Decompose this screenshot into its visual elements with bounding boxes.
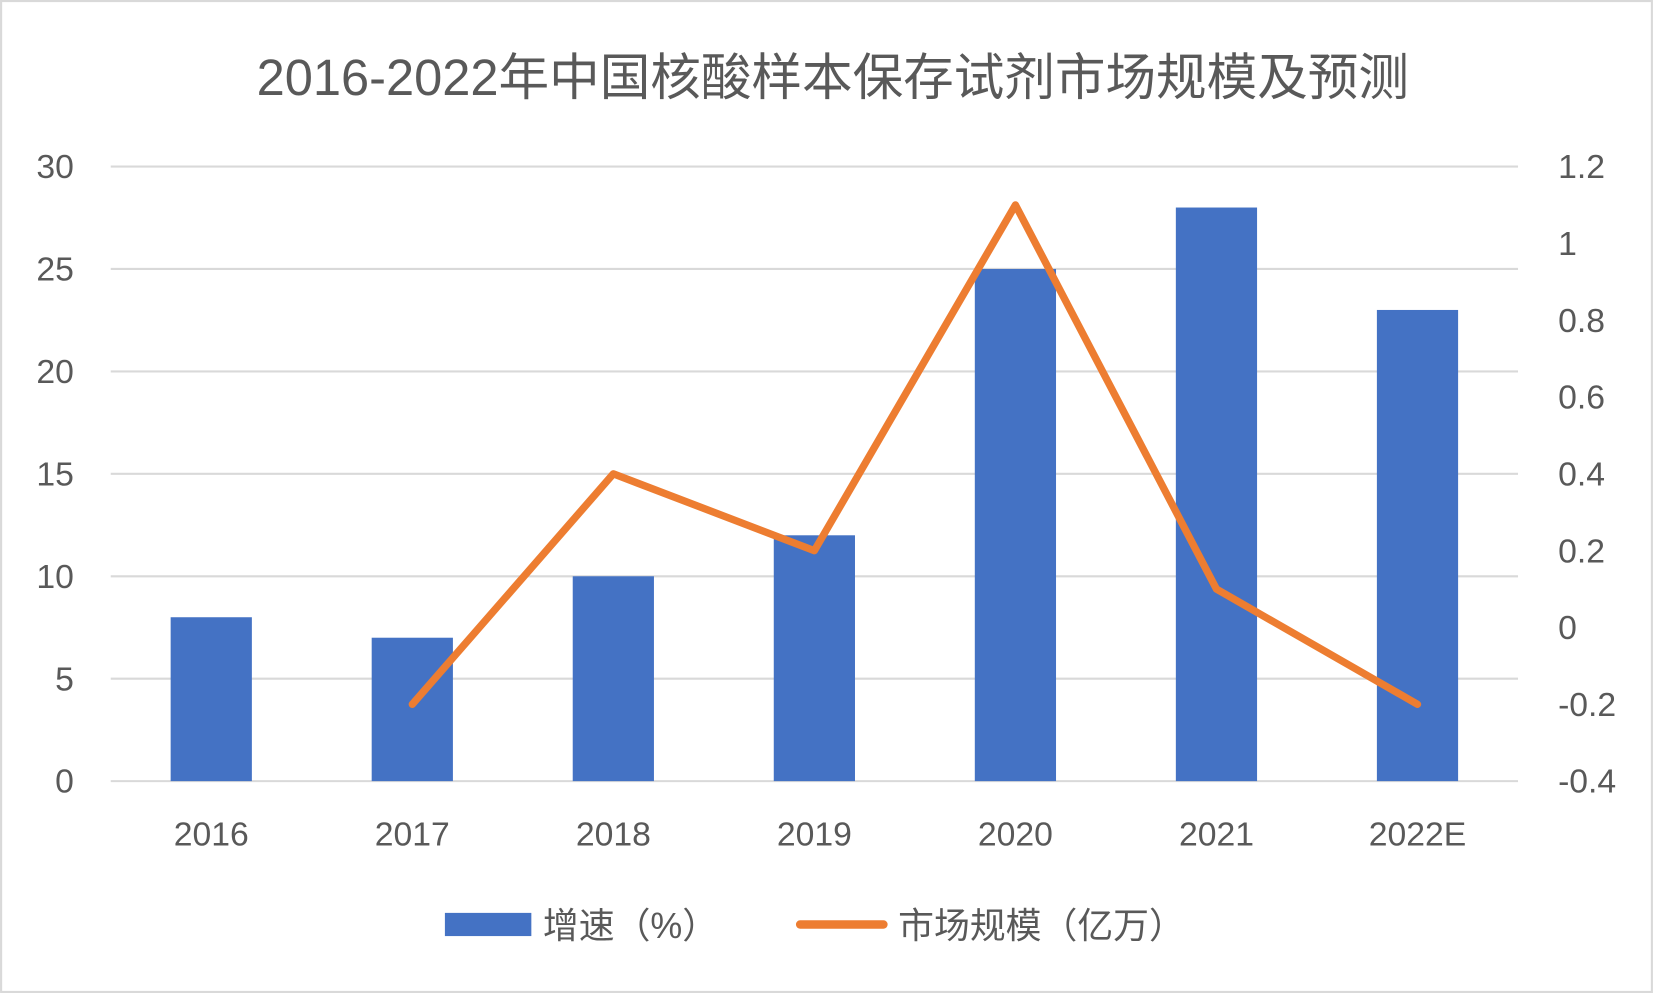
right-axis-tick-label: 0	[1558, 609, 1577, 647]
x-axis-tick-label: 2022E	[1369, 815, 1467, 853]
left-axis-tick-label: 0	[55, 763, 74, 801]
right-axis-tick-label: -0.2	[1558, 686, 1616, 724]
bar	[170, 617, 252, 782]
bar-series	[170, 207, 1459, 782]
right-axis-tick-label: 1.2	[1558, 148, 1605, 186]
legend-label-line: 市场规模（亿万）	[898, 906, 1185, 946]
bar	[1175, 207, 1258, 782]
right-axis-tick-label: 0.4	[1558, 455, 1605, 493]
right-axis-tick-label: 1	[1558, 225, 1577, 263]
right-axis-tick-label: -0.4	[1558, 763, 1616, 801]
x-axis-tick-label: 2020	[978, 815, 1053, 853]
right-axis-tick-label: 0.6	[1558, 379, 1605, 417]
left-axis-tick-label: 30	[36, 148, 74, 186]
x-axis-tick-label: 2018	[576, 815, 651, 853]
left-axis-tick-label: 20	[36, 353, 74, 391]
legend-swatch-bar	[444, 912, 532, 937]
x-axis-tick-label: 2021	[1179, 815, 1254, 853]
left-axis-tick-label: 5	[55, 660, 74, 698]
bar	[572, 576, 654, 782]
line-series-group	[408, 201, 1422, 708]
bar	[1376, 309, 1459, 782]
x-axis-labels: 2016 2017 2018 2019 2020 2021 2022E	[174, 815, 1467, 853]
x-axis-tick-label: 2019	[777, 815, 852, 853]
legend: 增速（%） 市场规模（亿万）	[444, 906, 1185, 946]
line-series	[408, 201, 1422, 708]
left-axis-tick-label: 25	[36, 251, 74, 289]
left-axis-tick-label: 15	[36, 455, 74, 493]
bar	[371, 637, 453, 782]
right-axis-labels: -0.4 -0.2 0 0.2 0.4 0.6 0.8 1 1.2	[1558, 148, 1616, 801]
left-axis-tick-label: 10	[36, 558, 74, 596]
right-axis-tick-label: 0.2	[1558, 532, 1605, 570]
bar	[974, 268, 1057, 782]
x-axis-tick-label: 2017	[375, 815, 450, 853]
x-axis-tick-label: 2016	[174, 815, 249, 853]
bar	[773, 535, 855, 782]
legend-label-bar: 增速（%）	[543, 906, 718, 946]
right-axis-tick-label: 0.8	[1558, 302, 1605, 340]
chart-title: 2016-2022年中国核酸样本保存试剂市场规模及预测	[257, 49, 1409, 106]
gridlines	[110, 165, 1519, 783]
left-axis-labels: 0 5 10 15 20 25 30	[36, 148, 74, 801]
